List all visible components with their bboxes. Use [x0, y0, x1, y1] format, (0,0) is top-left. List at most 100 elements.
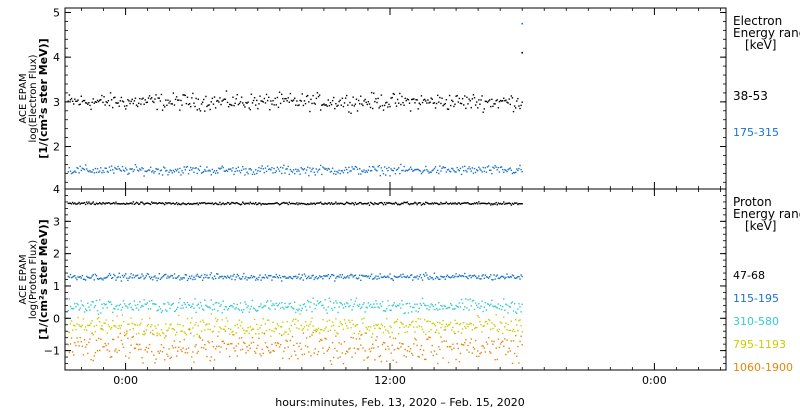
data-point — [255, 333, 257, 335]
data-point — [491, 299, 493, 302]
data-point — [421, 328, 424, 331]
data-point — [456, 343, 458, 345]
data-point — [125, 108, 127, 110]
data-point — [481, 331, 483, 333]
data-point — [207, 306, 209, 308]
data-point — [80, 169, 83, 172]
data-point — [188, 203, 191, 205]
data-point — [302, 104, 305, 107]
data-point — [503, 316, 505, 318]
data-point — [409, 110, 412, 112]
data-point — [147, 169, 150, 171]
data-point — [232, 306, 234, 308]
data-point — [361, 274, 363, 276]
data-point — [190, 306, 192, 309]
data-point — [203, 347, 205, 349]
data-point — [359, 103, 361, 105]
data-point — [458, 323, 461, 326]
data-point — [422, 202, 425, 205]
data-point — [367, 302, 370, 304]
data-point — [307, 276, 309, 279]
data-point — [521, 203, 523, 205]
data-point — [262, 276, 264, 278]
data-point — [492, 203, 494, 206]
data-point — [238, 170, 241, 172]
data-point — [439, 203, 441, 205]
data-point — [333, 302, 335, 304]
data-point — [290, 202, 293, 205]
data-point — [182, 172, 184, 174]
data-point — [236, 273, 238, 276]
data-point — [441, 203, 443, 205]
data-point — [165, 309, 167, 311]
data-point — [434, 166, 437, 168]
data-point — [88, 171, 90, 173]
data-point — [422, 170, 425, 172]
data-point — [465, 202, 467, 204]
data-point — [440, 170, 442, 172]
data-point — [373, 278, 375, 280]
data-point — [452, 326, 454, 329]
data-point — [429, 320, 431, 323]
data-point — [74, 302, 76, 305]
data-point — [265, 329, 268, 332]
data-point — [264, 274, 267, 276]
data-point — [265, 170, 268, 173]
data-point — [179, 279, 181, 281]
data-point — [420, 326, 423, 328]
data-point — [364, 171, 366, 174]
data-point — [460, 298, 463, 301]
data-point — [295, 203, 297, 205]
data-point — [378, 277, 380, 280]
data-point — [134, 347, 137, 349]
data-point — [145, 275, 147, 277]
data-point — [304, 275, 307, 277]
data-point — [121, 306, 124, 309]
legend-item-1060-1900: 1060-1900 — [733, 361, 793, 374]
data-point — [139, 168, 141, 170]
data-point — [77, 167, 79, 170]
data-point — [275, 273, 277, 276]
data-point — [467, 299, 469, 301]
data-point — [89, 324, 91, 326]
data-point — [516, 312, 518, 315]
data-point — [236, 323, 238, 326]
data-point — [145, 202, 147, 205]
data-point — [214, 348, 217, 350]
data-point — [91, 275, 93, 277]
data-point — [427, 99, 429, 101]
data-point — [465, 298, 467, 300]
data-point — [86, 329, 88, 331]
data-point — [222, 166, 224, 169]
data-point — [253, 97, 256, 99]
data-point — [303, 203, 306, 205]
data-point — [212, 303, 215, 306]
data-point — [466, 276, 468, 278]
data-point — [390, 309, 392, 311]
y-tick-label: 4 — [53, 51, 60, 64]
data-point — [300, 276, 302, 279]
data-point — [359, 330, 361, 332]
data-point — [344, 353, 347, 355]
data-point — [276, 202, 279, 204]
data-point — [362, 170, 364, 173]
data-point — [93, 203, 96, 205]
data-point — [514, 319, 517, 321]
data-point — [121, 100, 124, 102]
data-point — [336, 332, 338, 334]
data-point — [181, 104, 183, 106]
data-point — [205, 276, 207, 279]
data-point — [287, 97, 289, 99]
data-point — [120, 170, 123, 172]
data-point — [277, 325, 280, 327]
data-point — [436, 276, 439, 279]
data-point — [507, 323, 509, 326]
data-point — [172, 277, 175, 279]
data-point — [238, 277, 241, 279]
data-point — [220, 167, 222, 169]
data-point — [307, 299, 309, 302]
data-point — [393, 275, 396, 277]
data-point — [93, 355, 96, 357]
data-point — [301, 93, 303, 95]
data-point — [420, 95, 423, 97]
